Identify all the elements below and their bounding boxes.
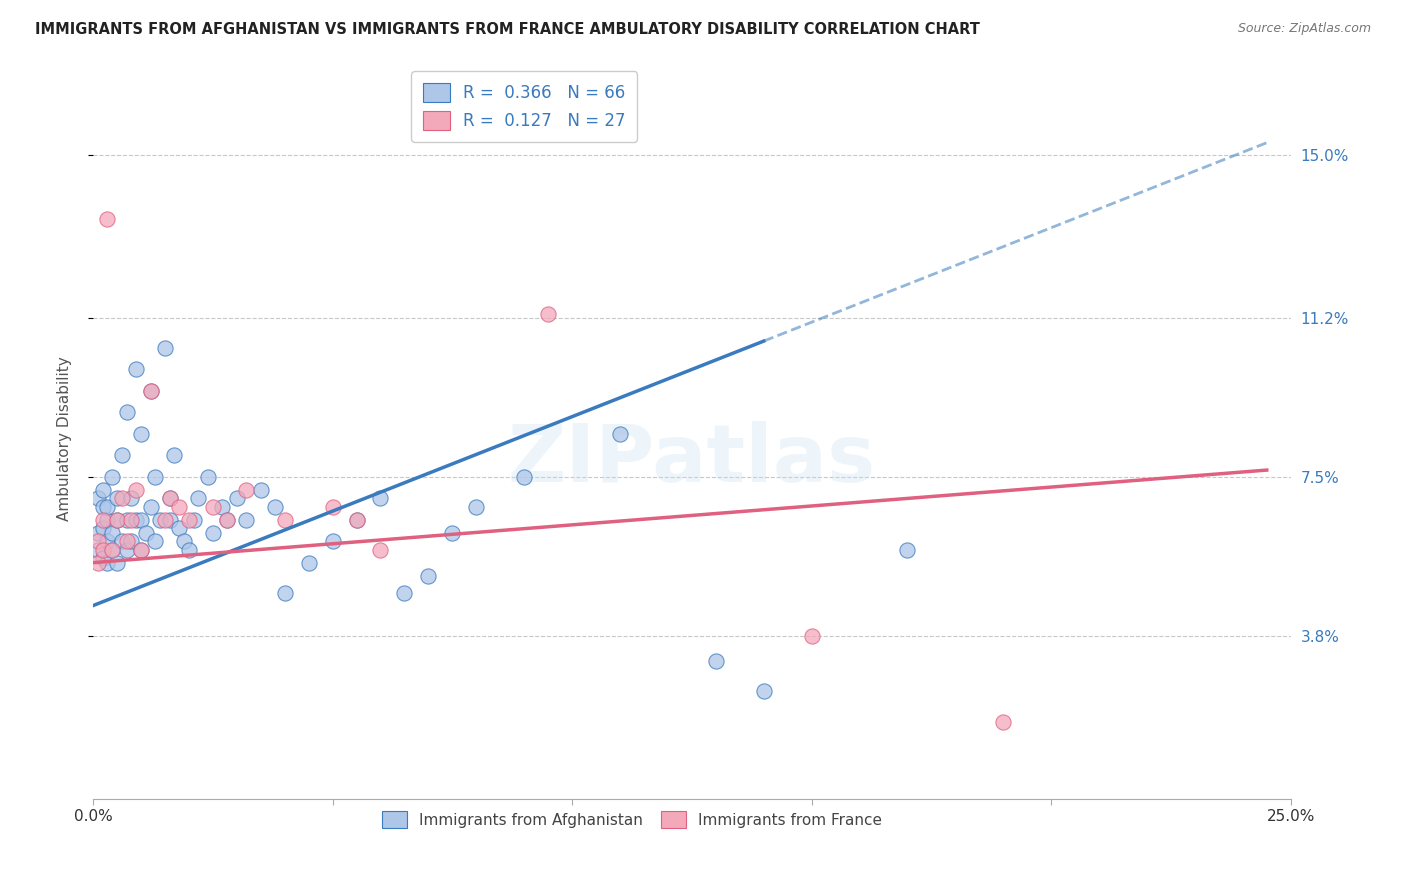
Point (418, 568, 440, 582)
Point (101, 542, 124, 557)
Point (187, 491, 209, 506)
Point (370, 542, 392, 557)
Point (370, 491, 392, 506)
Point (167, 521, 190, 535)
Point (129, 542, 152, 557)
Point (91, 483, 114, 497)
Point (211, 500, 233, 514)
Point (153, 341, 176, 355)
Point (609, 426, 631, 441)
Point (105, 513, 128, 527)
Point (201, 525, 224, 540)
Point (273, 513, 295, 527)
Point (177, 513, 200, 527)
Point (183, 513, 205, 527)
Point (217, 513, 239, 527)
Legend: Immigrants from Afghanistan, Immigrants from France: Immigrants from Afghanistan, Immigrants … (375, 805, 887, 835)
Point (96, 500, 118, 514)
Point (101, 470, 124, 484)
Point (441, 525, 464, 540)
Point (177, 542, 200, 557)
Y-axis label: Ambulatory Disability: Ambulatory Disability (58, 356, 72, 521)
Point (115, 513, 138, 527)
Point (993, 714, 1015, 729)
Point (143, 534, 166, 549)
Point (101, 525, 124, 540)
Point (135, 525, 157, 540)
Point (91, 513, 114, 527)
Point (159, 491, 181, 506)
Point (91, 500, 114, 514)
Point (87, 542, 110, 557)
Point (225, 491, 247, 506)
Point (115, 534, 138, 549)
Text: ZIPatlas: ZIPatlas (508, 421, 876, 499)
Point (87, 525, 110, 540)
Point (120, 534, 142, 549)
Point (91, 521, 114, 535)
Point (125, 513, 148, 527)
Point (153, 513, 176, 527)
Point (297, 556, 319, 570)
Point (217, 513, 239, 527)
Point (149, 513, 172, 527)
Point (800, 629, 823, 643)
Point (111, 534, 134, 549)
Point (87, 491, 110, 506)
Point (101, 542, 124, 557)
Point (235, 483, 257, 497)
Point (139, 500, 162, 514)
Point (159, 513, 181, 527)
Point (91, 551, 114, 566)
Point (129, 426, 152, 441)
Point (120, 513, 142, 527)
Point (346, 513, 368, 527)
Point (249, 483, 271, 497)
Point (129, 542, 152, 557)
Point (105, 491, 128, 506)
Point (197, 470, 219, 484)
Point (105, 556, 128, 570)
Point (273, 585, 295, 599)
Point (322, 534, 344, 549)
Point (87, 556, 110, 570)
Point (537, 307, 560, 321)
Point (173, 534, 195, 549)
Point (96, 513, 118, 527)
Point (120, 491, 142, 506)
Point (96, 212, 118, 227)
Text: IMMIGRANTS FROM AFGHANISTAN VS IMMIGRANTS FROM FRANCE AMBULATORY DISABILITY CORR: IMMIGRANTS FROM AFGHANISTAN VS IMMIGRANT… (35, 22, 980, 37)
Point (322, 500, 344, 514)
Point (167, 500, 190, 514)
Point (125, 483, 148, 497)
Point (465, 500, 488, 514)
Point (143, 470, 166, 484)
Point (87, 534, 110, 549)
Point (105, 513, 128, 527)
Point (896, 542, 918, 557)
Point (704, 655, 727, 669)
Point (394, 585, 416, 599)
Point (201, 500, 224, 514)
Point (115, 542, 138, 557)
Point (96, 534, 118, 549)
Point (115, 405, 138, 419)
Point (111, 448, 134, 462)
Point (91, 542, 114, 557)
Point (163, 448, 186, 462)
Text: Source: ZipAtlas.com: Source: ZipAtlas.com (1237, 22, 1371, 36)
Point (125, 362, 148, 376)
Point (129, 513, 152, 527)
Point (264, 500, 287, 514)
Point (752, 684, 775, 698)
Point (139, 384, 162, 398)
Point (235, 513, 257, 527)
Point (513, 470, 536, 484)
Point (346, 513, 368, 527)
Point (111, 491, 134, 506)
Point (139, 384, 162, 398)
Point (159, 491, 181, 506)
Point (96, 556, 118, 570)
